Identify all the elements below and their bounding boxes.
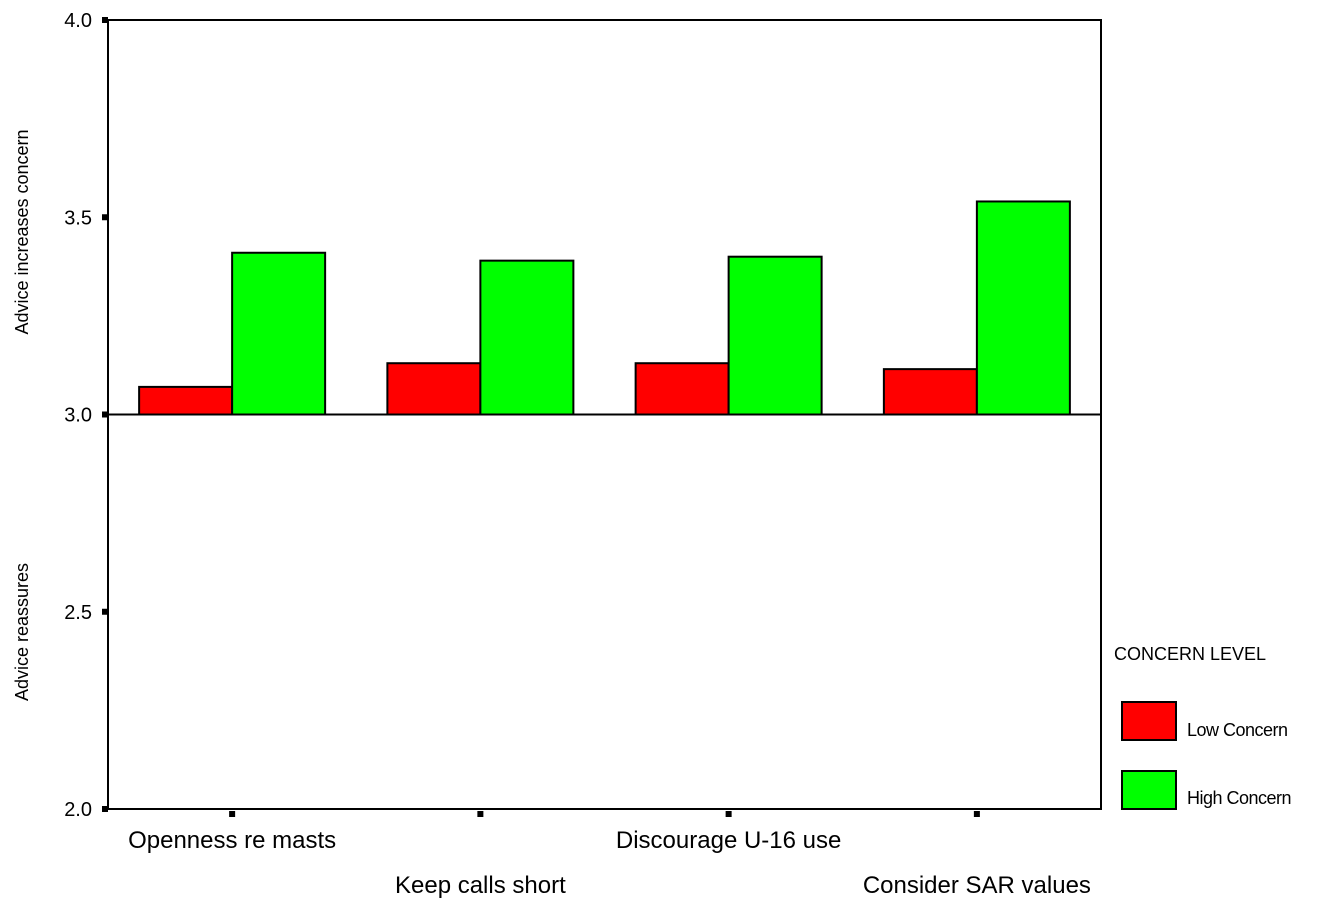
- bar-low-4: [882, 368, 978, 416]
- legend-swatch-low: [1121, 701, 1177, 741]
- y-axis-label-lower: Advice reassures: [12, 563, 32, 701]
- y-axis-label-upper: Advice increases concern: [12, 129, 32, 334]
- bar-high-1: [231, 251, 327, 416]
- category-label: Openness re masts: [128, 827, 336, 854]
- y-tick-mark: [102, 17, 108, 23]
- x-tick-mark: [973, 811, 980, 817]
- bar-low-1: [138, 385, 234, 416]
- legend: CONCERN LEVEL Low Concern High Concern: [1114, 644, 1292, 810]
- legend-label-high: High Concern: [1187, 788, 1291, 808]
- category-label: Keep calls short: [395, 872, 566, 899]
- y-axis-ticks: 2.0 2.5 3.0 3.5 4.0: [64, 10, 108, 821]
- category-labels: Openness re masts Keep calls short Discour…: [128, 827, 1091, 899]
- category-label: Consider SAR values: [863, 872, 1091, 899]
- x-tick-mark: [725, 811, 732, 817]
- legend-swatch-high: [1121, 770, 1177, 810]
- bar-low-3: [634, 362, 730, 416]
- bar-high-3: [727, 255, 823, 416]
- legend-title: CONCERN LEVEL: [1114, 644, 1266, 664]
- legend-label-low: Low Concern: [1187, 720, 1288, 740]
- y-tick-label: 3.5: [64, 207, 92, 229]
- x-axis-ticks: [229, 811, 980, 817]
- y-tick-label: 2.5: [64, 602, 92, 624]
- x-tick-mark: [229, 811, 236, 817]
- y-tick-mark: [102, 806, 108, 812]
- y-tick-label: 2.0: [64, 799, 92, 821]
- y-tick-label: 4.0: [64, 10, 92, 32]
- y-tick-mark: [102, 411, 108, 418]
- bar-low-2: [386, 362, 482, 416]
- bar-high-4: [975, 200, 1071, 416]
- x-tick-mark: [477, 811, 484, 817]
- y-tick-label: 3.0: [64, 405, 92, 427]
- bars: [138, 200, 1071, 416]
- bar-high-2: [479, 259, 575, 416]
- y-tick-mark: [102, 608, 108, 615]
- y-tick-mark: [102, 214, 108, 221]
- category-label: Discourage U-16 use: [616, 827, 841, 854]
